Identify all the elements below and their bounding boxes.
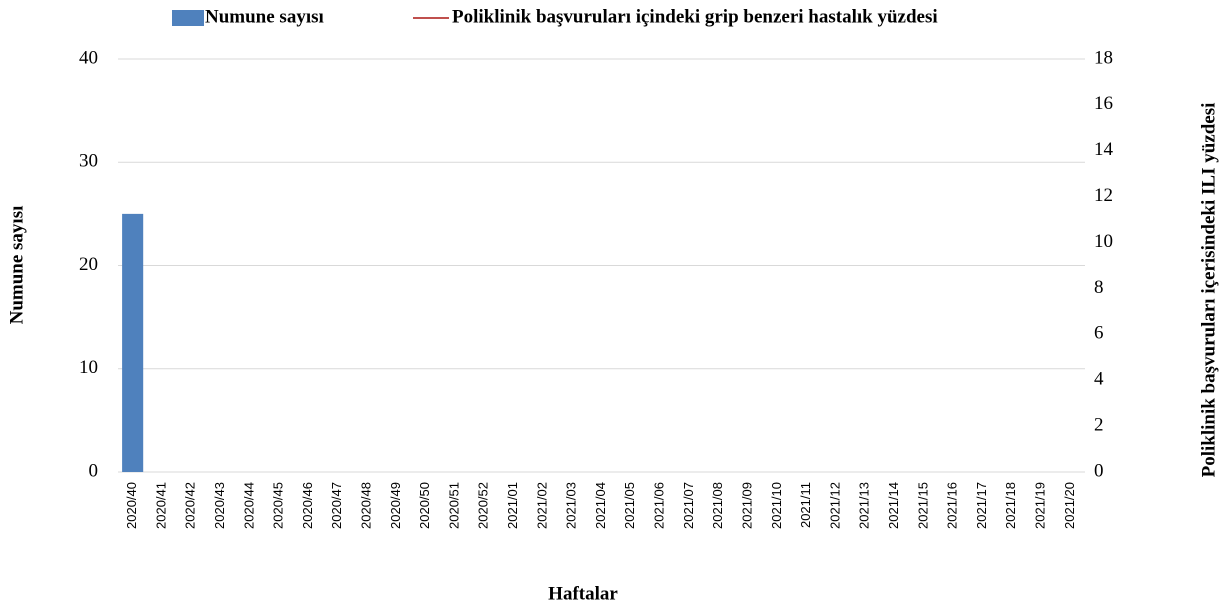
- x-tick-label: 2020/41: [153, 482, 168, 529]
- x-tick-label: 2020/40: [124, 482, 139, 529]
- y2-tick-label: 18: [1094, 47, 1113, 68]
- x-axis-title: Haftalar: [548, 583, 618, 604]
- x-tick-label: 2021/12: [827, 482, 842, 529]
- y2-tick-label: 8: [1094, 277, 1104, 298]
- bar: [122, 213, 144, 472]
- legend-label: Poliklinik başvuruları içindeki grip ben…: [452, 6, 938, 27]
- y2-tick-label: 4: [1094, 369, 1104, 390]
- x-tick-label: 2021/04: [593, 482, 608, 529]
- x-tick-label: 2021/10: [769, 482, 784, 529]
- x-tick-label: 2021/14: [886, 482, 901, 529]
- y2-tick-label: 10: [1094, 231, 1113, 252]
- y2-tick-label: 6: [1094, 323, 1104, 344]
- legend-swatch: [172, 10, 204, 26]
- x-tick-label: 2020/47: [329, 482, 344, 529]
- x-tick-label: 2021/19: [1032, 482, 1047, 529]
- x-tick-label: 2021/16: [945, 482, 960, 529]
- y2-tick-label: 16: [1094, 93, 1113, 114]
- y-tick-label: 20: [79, 254, 98, 275]
- x-tick-label: 2021/18: [1003, 482, 1018, 529]
- x-tick-label: 2020/42: [183, 482, 198, 529]
- x-tick-label: 2020/46: [300, 482, 315, 529]
- x-tick-label: 2021/13: [857, 482, 872, 529]
- y2-tick-label: 14: [1094, 139, 1114, 160]
- x-tick-label: 2021/03: [564, 482, 579, 529]
- x-tick-label: 2020/50: [417, 482, 432, 529]
- x-tick-label: 2021/02: [534, 482, 549, 529]
- y-tick-label: 10: [79, 357, 98, 378]
- x-tick-label: 2020/43: [212, 482, 227, 529]
- y-axis-title: Numune sayısı: [6, 206, 27, 325]
- x-tick-label: 2020/48: [359, 482, 374, 529]
- x-tick-label: 2021/08: [710, 482, 725, 529]
- y2-tick-label: 12: [1094, 185, 1113, 206]
- x-tick-label: 2020/51: [446, 482, 461, 529]
- x-tick-label: 2021/01: [505, 482, 520, 529]
- y2-tick-label: 2: [1094, 414, 1104, 435]
- x-tick-label: 2021/11: [798, 482, 813, 528]
- x-tick-label: 2020/52: [476, 482, 491, 529]
- x-tick-label: 2020/44: [241, 482, 256, 529]
- x-tick-label: 2020/49: [388, 482, 403, 529]
- y-tick-label: 30: [79, 151, 98, 172]
- x-tick-label: 2021/09: [739, 482, 754, 529]
- y2-tick-label: 0: [1094, 460, 1104, 481]
- x-tick-label: 2021/20: [1062, 482, 1077, 529]
- x-tick-label: 2021/05: [622, 482, 637, 529]
- y-tick-label: 40: [79, 47, 98, 68]
- x-tick-label: 2021/07: [681, 482, 696, 529]
- x-tick-label: 2020/45: [271, 482, 286, 529]
- legend-label: Numune sayısı: [205, 6, 324, 27]
- x-tick-label: 2021/15: [915, 482, 930, 529]
- x-tick-label: 2021/17: [974, 482, 989, 529]
- y2-axis-title: Poliklinik başvuruları içerisindeki ILI …: [1198, 103, 1219, 478]
- y-tick-label: 0: [89, 460, 99, 481]
- x-tick-label: 2021/06: [652, 482, 667, 529]
